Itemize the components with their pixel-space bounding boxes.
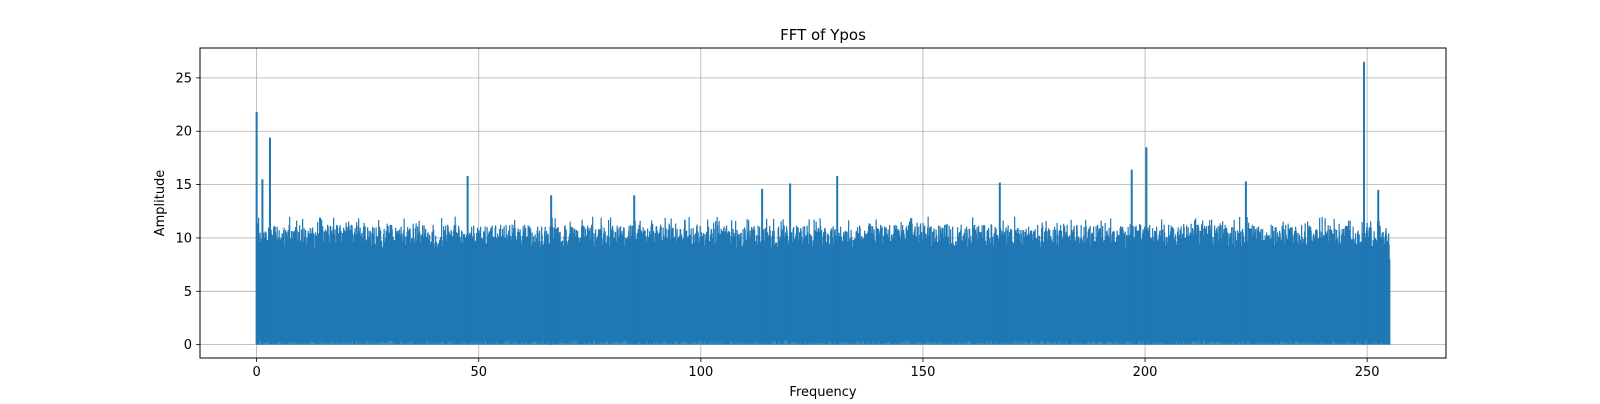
- y-tick-label: 0: [184, 338, 192, 353]
- y-tick-label: 20: [175, 125, 192, 140]
- x-tick-label: 50: [470, 365, 487, 380]
- x-tick-label: 100: [688, 365, 713, 380]
- y-tick-label: 15: [175, 178, 192, 193]
- y-tick-label: 5: [184, 285, 192, 300]
- y-tick-label: 25: [175, 71, 192, 86]
- x-tick-label: 200: [1133, 365, 1158, 380]
- fft-signal-line: [256, 216, 1390, 345]
- x-axis-label: Frequency: [789, 385, 856, 400]
- x-tick-label: 250: [1355, 365, 1380, 380]
- y-axis-label: Amplitude: [153, 170, 168, 237]
- x-tick-label: 150: [911, 365, 936, 380]
- y-tick-label: 10: [175, 231, 192, 246]
- chart-title: FFT of Ypos: [780, 26, 866, 44]
- x-tick-label: 0: [252, 365, 260, 380]
- fft-series: [255, 61, 1391, 345]
- plot-frame: [199, 47, 1447, 359]
- axis-ticks: 0 50 100 150 200 250 0 5 10 15 20 25: [175, 71, 1379, 380]
